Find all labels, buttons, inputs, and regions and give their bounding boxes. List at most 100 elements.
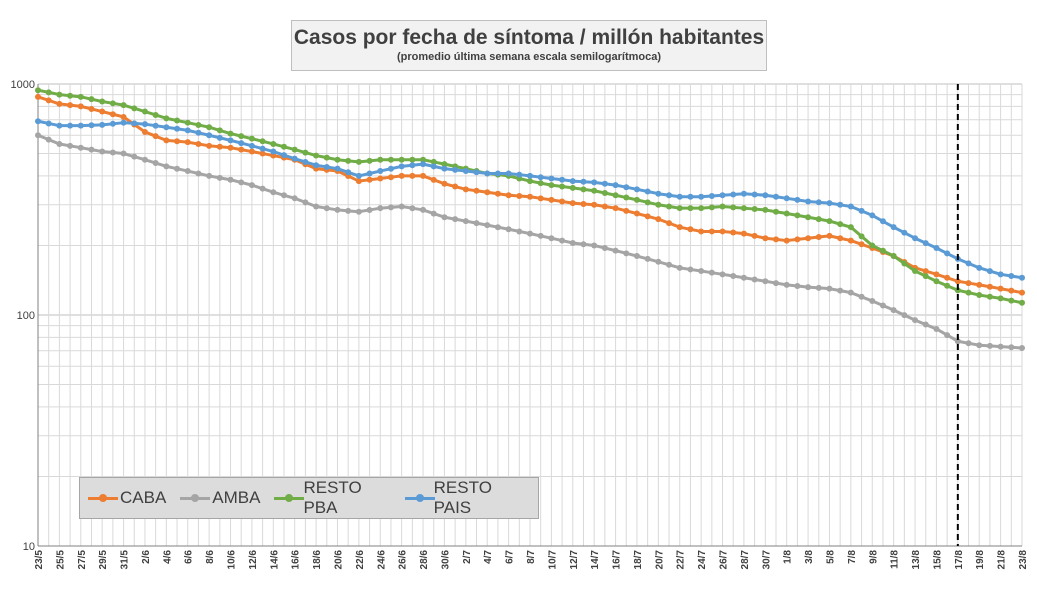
x-tick-label: 7/8 — [847, 550, 858, 564]
data-point — [858, 207, 865, 214]
data-point — [559, 176, 566, 183]
x-tick-label: 30/6 — [440, 550, 451, 570]
data-point — [99, 148, 106, 155]
x-tick-label: 11/8 — [890, 550, 901, 569]
x-tick-label: 12/7 — [569, 550, 580, 570]
data-point — [473, 220, 480, 227]
data-point — [965, 260, 972, 267]
data-point — [45, 97, 52, 104]
data-point — [976, 264, 983, 271]
data-point — [377, 156, 384, 163]
x-tick-label: 25/5 — [55, 550, 66, 570]
data-point — [815, 234, 822, 241]
data-point — [120, 150, 127, 157]
data-point — [1019, 299, 1025, 306]
data-point — [730, 229, 737, 236]
data-point — [612, 247, 619, 254]
data-point — [537, 180, 544, 187]
data-point — [99, 108, 106, 115]
data-point — [452, 216, 459, 223]
data-point — [505, 192, 512, 199]
data-point — [67, 102, 74, 109]
data-point — [847, 203, 854, 210]
chart-title-box: Casos por fecha de síntoma / millón habi… — [291, 20, 767, 71]
data-point — [420, 161, 427, 168]
data-point — [719, 228, 726, 235]
data-point — [933, 278, 940, 285]
data-point — [206, 142, 213, 149]
series-caba — [35, 93, 1025, 296]
data-point — [794, 283, 801, 290]
data-point — [569, 184, 576, 191]
data-point — [783, 237, 790, 244]
x-tick-label: 19/8 — [975, 550, 986, 570]
data-point — [45, 89, 52, 96]
legend-item: RESTO PAIS — [404, 478, 524, 518]
x-tick-label: 17/8 — [954, 550, 965, 570]
data-point — [77, 122, 84, 129]
data-point — [559, 198, 566, 205]
data-point — [484, 170, 491, 177]
legend-swatch — [180, 492, 211, 504]
data-point — [35, 132, 41, 139]
data-point — [366, 176, 373, 183]
data-point — [580, 241, 587, 248]
data-point — [377, 175, 384, 182]
data-point — [965, 289, 972, 296]
data-point — [387, 156, 394, 163]
data-point — [773, 236, 779, 243]
data-point — [88, 105, 95, 112]
data-point — [494, 190, 501, 197]
data-point — [580, 186, 587, 193]
data-point — [355, 172, 362, 179]
data-point — [248, 142, 255, 149]
x-tick-label: 22/7 — [676, 550, 687, 570]
data-point — [890, 253, 897, 260]
data-point — [559, 237, 566, 244]
data-point — [922, 273, 929, 280]
data-point — [473, 187, 480, 194]
data-point — [869, 212, 876, 219]
data-point — [152, 133, 159, 140]
x-tick-label: 23/5 — [34, 550, 45, 570]
gridlines — [37, 83, 1023, 547]
data-point — [345, 207, 352, 214]
legend-item: RESTO PBA — [274, 478, 390, 518]
data-point — [248, 135, 255, 142]
data-point — [591, 242, 598, 249]
data-point — [67, 122, 74, 129]
data-point — [580, 178, 587, 185]
data-point — [879, 218, 886, 225]
data-point — [858, 293, 865, 300]
data-point — [708, 269, 715, 276]
data-point — [1008, 297, 1015, 304]
data-point — [206, 124, 213, 131]
data-point — [163, 163, 170, 170]
data-point — [901, 260, 908, 267]
data-point — [773, 280, 779, 287]
data-point — [922, 268, 929, 275]
data-point — [527, 230, 533, 237]
data-point — [323, 154, 330, 161]
data-point — [259, 150, 266, 157]
data-point — [420, 172, 427, 179]
x-tick-label: 27/5 — [77, 550, 88, 570]
data-point — [184, 119, 191, 126]
data-point — [484, 222, 491, 229]
x-tick-label: 16/7 — [612, 550, 623, 570]
data-point — [912, 317, 919, 324]
data-point — [730, 204, 737, 211]
legend: CABA AMBA RESTO PBA RESTO PAIS — [79, 477, 539, 519]
data-point — [505, 226, 512, 233]
data-point — [794, 212, 801, 219]
data-point — [773, 208, 779, 215]
data-point — [441, 214, 448, 221]
data-point — [238, 140, 245, 147]
x-tick-label: 15/8 — [932, 550, 943, 570]
data-point — [805, 284, 812, 291]
data-point — [1019, 274, 1025, 281]
data-point — [238, 146, 245, 153]
x-tick-label: 6/6 — [184, 550, 195, 564]
data-point — [655, 190, 662, 197]
